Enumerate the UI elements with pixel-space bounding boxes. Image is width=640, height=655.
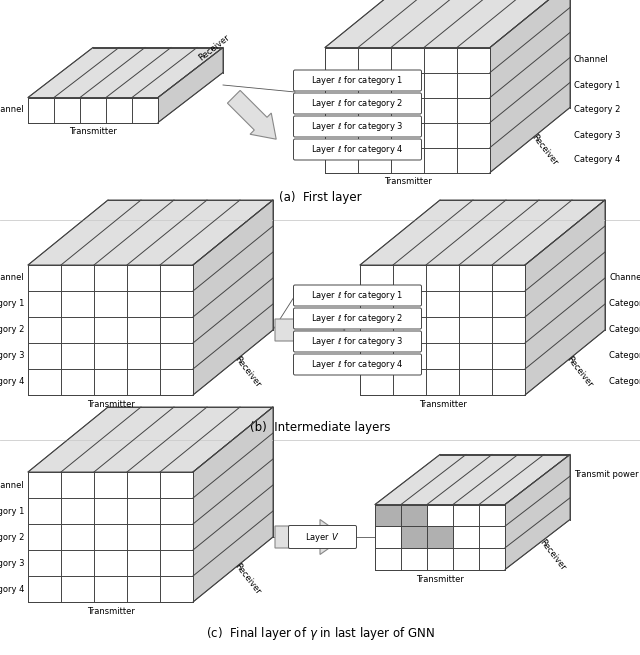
Polygon shape: [505, 455, 570, 569]
Polygon shape: [525, 200, 605, 395]
FancyBboxPatch shape: [294, 308, 422, 329]
Text: Category 3: Category 3: [574, 130, 621, 140]
Text: Receiver: Receiver: [530, 132, 560, 167]
Text: Receiver: Receiver: [565, 355, 595, 390]
Text: Layer $\ell$ for category 4: Layer $\ell$ for category 4: [311, 358, 404, 371]
Text: Layer $V$: Layer $V$: [305, 531, 340, 544]
Polygon shape: [401, 526, 427, 548]
FancyBboxPatch shape: [289, 525, 356, 548]
Polygon shape: [490, 0, 570, 172]
Text: Category 4: Category 4: [609, 377, 640, 386]
Text: Receiver: Receiver: [233, 562, 262, 597]
Polygon shape: [28, 200, 273, 265]
Text: Transmitter: Transmitter: [416, 574, 464, 584]
Polygon shape: [325, 0, 570, 48]
Text: Transmit power: Transmit power: [574, 470, 639, 479]
Text: (b)  Intermediate layers: (b) Intermediate layers: [250, 421, 390, 434]
FancyArrow shape: [275, 312, 345, 348]
Text: Category 3: Category 3: [609, 352, 640, 360]
Polygon shape: [375, 504, 401, 526]
Text: Category 2: Category 2: [0, 326, 24, 335]
Polygon shape: [28, 98, 158, 122]
Polygon shape: [28, 407, 273, 472]
FancyBboxPatch shape: [294, 70, 422, 91]
Text: Category 3: Category 3: [0, 352, 24, 360]
Text: Category 1: Category 1: [0, 299, 24, 309]
Text: Receiver: Receiver: [197, 33, 232, 62]
Text: Channel: Channel: [574, 56, 609, 64]
Text: Receiver: Receiver: [233, 355, 262, 390]
Polygon shape: [360, 200, 605, 265]
Text: Category 3: Category 3: [0, 559, 24, 567]
Polygon shape: [360, 265, 525, 395]
FancyBboxPatch shape: [294, 139, 422, 160]
FancyBboxPatch shape: [294, 93, 422, 114]
Text: Layer $\ell$ for category 1: Layer $\ell$ for category 1: [311, 74, 404, 87]
Text: Transmitter: Transmitter: [69, 128, 117, 136]
Text: Layer $\ell$ for category 3: Layer $\ell$ for category 3: [311, 120, 404, 133]
FancyArrow shape: [227, 90, 276, 140]
FancyArrow shape: [275, 519, 345, 555]
Polygon shape: [401, 504, 427, 526]
Text: Transmitter: Transmitter: [383, 178, 431, 187]
Polygon shape: [158, 48, 223, 122]
Text: Transmitter: Transmitter: [419, 400, 467, 409]
Polygon shape: [193, 200, 273, 395]
Text: Channel: Channel: [0, 274, 24, 282]
Polygon shape: [193, 407, 273, 602]
FancyBboxPatch shape: [294, 331, 422, 352]
Polygon shape: [325, 48, 490, 172]
Text: Layer $\ell$ for category 3: Layer $\ell$ for category 3: [311, 335, 404, 348]
Text: Category 2: Category 2: [574, 105, 620, 115]
Polygon shape: [28, 472, 193, 602]
Polygon shape: [375, 455, 570, 504]
Text: Transmitter: Transmitter: [86, 607, 134, 616]
Text: Receiver: Receiver: [538, 537, 567, 572]
Text: Category 1: Category 1: [609, 299, 640, 309]
Text: Category 2: Category 2: [0, 533, 24, 542]
Text: Category 4: Category 4: [0, 584, 24, 593]
FancyBboxPatch shape: [294, 116, 422, 137]
Text: Layer $\ell$ for category 2: Layer $\ell$ for category 2: [311, 312, 404, 325]
Polygon shape: [375, 504, 505, 569]
Text: Category 4: Category 4: [574, 155, 620, 164]
Text: Channel: Channel: [0, 481, 24, 489]
Text: Layer $\ell$ for category 1: Layer $\ell$ for category 1: [311, 289, 404, 302]
Text: Category 1: Category 1: [574, 81, 620, 90]
Text: (a)  First layer: (a) First layer: [278, 191, 362, 204]
Polygon shape: [28, 265, 193, 395]
Text: Layer $\ell$ for category 2: Layer $\ell$ for category 2: [311, 97, 404, 110]
Text: Category 2: Category 2: [609, 326, 640, 335]
Text: Category 4: Category 4: [0, 377, 24, 386]
Text: (c)  Final layer of $\gamma$ in last layer of GNN: (c) Final layer of $\gamma$ in last laye…: [205, 624, 435, 641]
Text: Category 1: Category 1: [0, 506, 24, 515]
Polygon shape: [28, 48, 223, 98]
Text: Transmitter: Transmitter: [86, 400, 134, 409]
Polygon shape: [427, 526, 453, 548]
Text: Channel: Channel: [609, 274, 640, 282]
FancyBboxPatch shape: [294, 354, 422, 375]
FancyBboxPatch shape: [294, 285, 422, 306]
Text: Channel: Channel: [0, 105, 24, 115]
Text: Layer $\ell$ for category 4: Layer $\ell$ for category 4: [311, 143, 404, 156]
